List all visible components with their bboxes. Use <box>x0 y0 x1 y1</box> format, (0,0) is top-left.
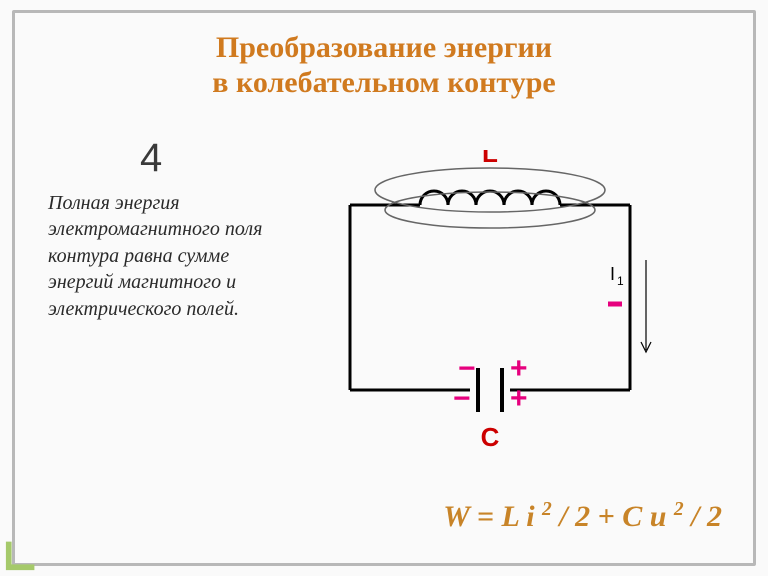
slide-title: Преобразование энергии в колебательном к… <box>0 30 768 101</box>
inductor <box>420 191 560 205</box>
capacitor <box>478 368 502 412</box>
svg-text:1: 1 <box>617 274 624 288</box>
svg-text:−: − <box>458 352 476 385</box>
inductor-label: L <box>482 150 498 168</box>
current-i: I <box>610 264 615 284</box>
plate-signs: − − + + <box>453 352 528 415</box>
current-arrow <box>641 260 651 352</box>
corner-accent <box>4 534 42 572</box>
description-text: Полная энергия электромагнитного поля ко… <box>48 190 288 322</box>
title-line2: в колебательном контуре <box>212 66 555 99</box>
inductor-field-lines <box>375 168 605 228</box>
title-line1: Преобразование энергии <box>216 31 552 64</box>
circuit-wires <box>350 205 630 390</box>
svg-text:+: + <box>510 382 528 415</box>
lc-circuit-diagram: L C − − + + I 1 <box>310 150 680 450</box>
svg-text:−: − <box>453 382 471 415</box>
svg-text:+: + <box>510 352 528 385</box>
capacitor-label: C <box>481 422 500 450</box>
energy-formula: W = L i 2 / 2 + C u 2 / 2 <box>0 499 768 534</box>
step-number: 4 <box>140 136 162 181</box>
